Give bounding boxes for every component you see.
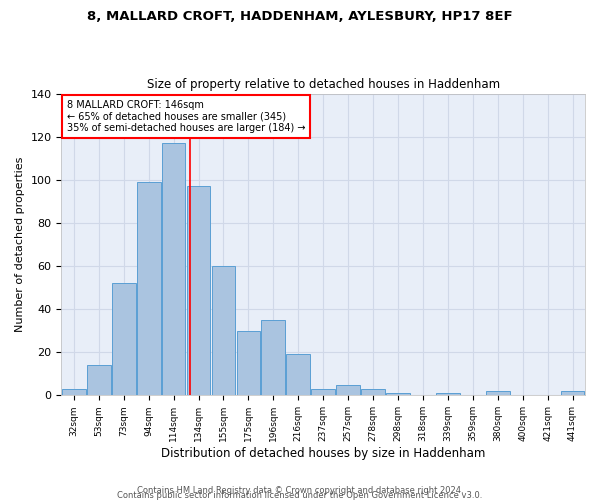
- Bar: [187, 186, 211, 396]
- Text: Contains public sector information licensed under the Open Government Licence v3: Contains public sector information licen…: [118, 491, 482, 500]
- Bar: [286, 354, 310, 396]
- Bar: [87, 365, 110, 396]
- Text: Contains HM Land Registry data © Crown copyright and database right 2024.: Contains HM Land Registry data © Crown c…: [137, 486, 463, 495]
- Bar: [336, 384, 360, 396]
- Bar: [486, 391, 509, 396]
- Bar: [137, 182, 161, 396]
- Bar: [311, 389, 335, 396]
- Y-axis label: Number of detached properties: Number of detached properties: [15, 157, 25, 332]
- Bar: [236, 330, 260, 396]
- Bar: [560, 391, 584, 396]
- X-axis label: Distribution of detached houses by size in Haddenham: Distribution of detached houses by size …: [161, 447, 485, 460]
- Text: 8, MALLARD CROFT, HADDENHAM, AYLESBURY, HP17 8EF: 8, MALLARD CROFT, HADDENHAM, AYLESBURY, …: [87, 10, 513, 23]
- Bar: [162, 143, 185, 396]
- Bar: [62, 389, 86, 396]
- Bar: [212, 266, 235, 396]
- Bar: [262, 320, 285, 396]
- Title: Size of property relative to detached houses in Haddenham: Size of property relative to detached ho…: [146, 78, 500, 91]
- Text: 8 MALLARD CROFT: 146sqm
← 65% of detached houses are smaller (345)
35% of semi-d: 8 MALLARD CROFT: 146sqm ← 65% of detache…: [67, 100, 305, 133]
- Bar: [386, 393, 410, 396]
- Bar: [112, 284, 136, 396]
- Bar: [361, 389, 385, 396]
- Bar: [436, 393, 460, 396]
